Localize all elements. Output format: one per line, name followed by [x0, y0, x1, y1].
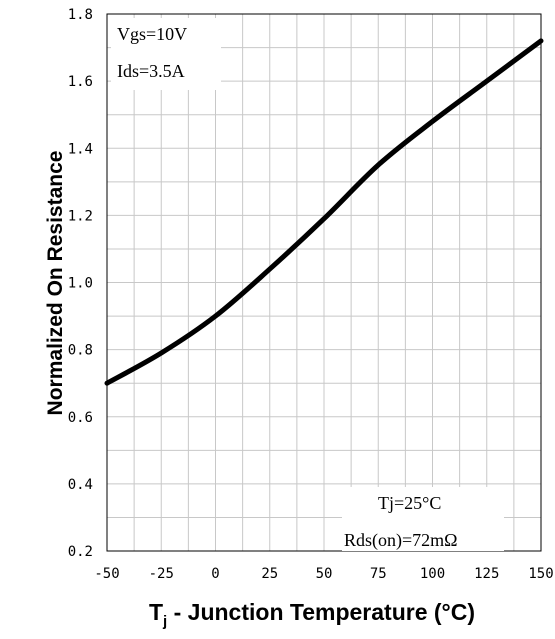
x-tick-label: 125	[474, 566, 499, 582]
y-tick-label: 0.4	[68, 477, 93, 493]
y-tick-label: 0.2	[68, 544, 93, 560]
plot-frame	[106, 13, 542, 552]
x-tick-label: -25	[149, 566, 174, 582]
y-tick-label: 0.8	[68, 343, 93, 359]
x-tick-label: 100	[420, 566, 445, 582]
y-tick-label: 1.4	[68, 141, 93, 157]
conditions-box	[111, 18, 221, 90]
x-tick-label: 75	[370, 566, 387, 582]
annotation-vgs: Vgs=10V	[117, 24, 187, 44]
x-tick-label: 25	[261, 566, 278, 582]
y-tick-labels: 0.2 0.4 0.6 0.8 1.0 1.2 1.4 1.6 1.8	[68, 7, 93, 560]
x-axis-label: Tj - Junction Temperature (°C)	[149, 599, 475, 630]
series-line	[104, 38, 544, 386]
x-tick-label: 50	[316, 566, 333, 582]
grid-lines	[107, 14, 541, 551]
x-tick-label: 150	[528, 566, 553, 582]
y-tick-label: 0.6	[68, 410, 93, 426]
y-tick-label: 1.8	[68, 7, 93, 23]
x-tick-label: 0	[211, 566, 219, 582]
y-axis-label: Normalized On Resistance	[44, 151, 67, 416]
annotation-rdson: Rds(on)=72mΩ	[344, 530, 458, 551]
y-tick-label: 1.6	[68, 74, 93, 90]
annotation-ids: Ids=3.5A	[117, 61, 185, 81]
reference-box	[342, 487, 504, 551]
y-tick-label: 1.0	[68, 276, 93, 292]
x-tick-label: -50	[94, 566, 119, 582]
y-tick-label: 1.2	[68, 208, 93, 224]
annotation-tj: Tj=25°C	[378, 493, 441, 513]
x-tick-labels: -50 -25 0 25 50 75 100 125 150	[94, 566, 553, 582]
